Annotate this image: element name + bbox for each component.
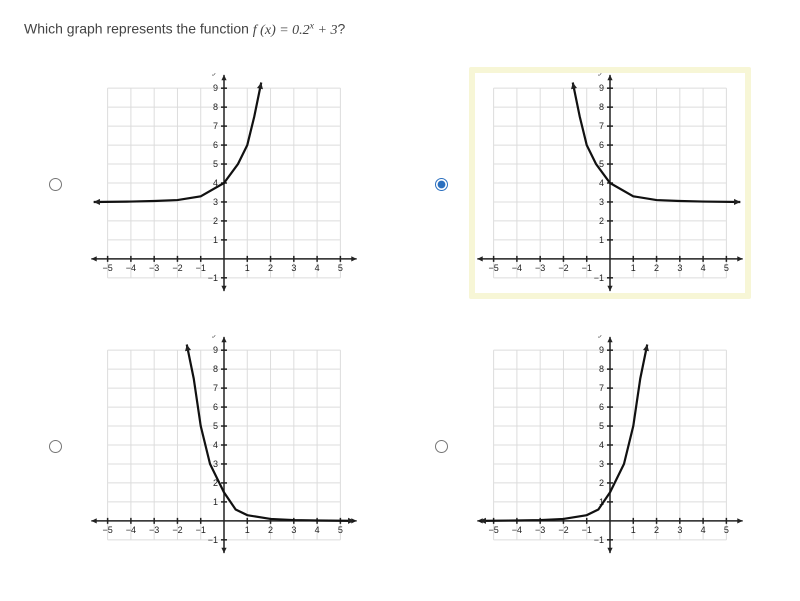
svg-text:y: y (598, 73, 604, 76)
svg-text:−5: −5 (488, 263, 498, 273)
svg-text:1: 1 (213, 235, 218, 245)
svg-text:6: 6 (213, 402, 218, 412)
svg-text:−4: −4 (126, 525, 136, 535)
svg-text:8: 8 (213, 102, 218, 112)
svg-text:−3: −3 (535, 525, 545, 535)
svg-text:−4: −4 (126, 263, 136, 273)
svg-text:5: 5 (338, 525, 343, 535)
svg-text:−1: −1 (196, 263, 206, 273)
question-function: f (x) = 0.2x + 3 (253, 23, 338, 38)
svg-text:3: 3 (213, 459, 218, 469)
svg-text:−1: −1 (594, 272, 604, 282)
svg-text:2: 2 (213, 216, 218, 226)
svg-text:−1: −1 (208, 534, 218, 544)
svg-text:−4: −4 (512, 263, 522, 273)
svg-text:3: 3 (599, 197, 604, 207)
svg-text:−1: −1 (196, 525, 206, 535)
radio-opt-a[interactable] (49, 178, 62, 191)
svg-text:6: 6 (599, 402, 604, 412)
svg-text:5: 5 (213, 159, 218, 169)
svg-text:3: 3 (677, 525, 682, 535)
svg-text:7: 7 (213, 383, 218, 393)
svg-text:1: 1 (631, 263, 636, 273)
svg-text:−2: −2 (172, 525, 182, 535)
svg-text:−1: −1 (582, 525, 592, 535)
svg-text:2: 2 (268, 525, 273, 535)
svg-text:1: 1 (631, 525, 636, 535)
svg-text:−3: −3 (149, 263, 159, 273)
svg-text:2: 2 (654, 263, 659, 273)
svg-text:9: 9 (213, 345, 218, 355)
options-grid: −5−4−3−2−112345−1123456789xy−5−4−3−2−112… (24, 67, 776, 561)
option-opt-c: −5−4−3−2−112345−1123456789xy (44, 329, 390, 561)
svg-text:1: 1 (599, 235, 604, 245)
svg-text:5: 5 (724, 525, 729, 535)
svg-text:2: 2 (599, 478, 604, 488)
svg-text:9: 9 (599, 83, 604, 93)
svg-text:3: 3 (599, 459, 604, 469)
svg-text:5: 5 (338, 263, 343, 273)
svg-text:5: 5 (724, 263, 729, 273)
svg-text:2: 2 (268, 263, 273, 273)
option-opt-d: −5−4−3−2−112345−1123456789xy (430, 329, 776, 561)
svg-text:8: 8 (599, 102, 604, 112)
graph-opt-d[interactable]: −5−4−3−2−112345−1123456789xy (469, 329, 751, 561)
svg-text:7: 7 (599, 121, 604, 131)
svg-text:−3: −3 (535, 263, 545, 273)
svg-text:3: 3 (213, 197, 218, 207)
question-prefix: Which graph represents the function (24, 21, 253, 37)
svg-text:8: 8 (213, 364, 218, 374)
svg-text:4: 4 (599, 178, 604, 188)
svg-text:−1: −1 (208, 272, 218, 282)
question-text: Which graph represents the function f (x… (24, 20, 776, 39)
option-opt-b: −5−4−3−2−112345−1123456789xy (430, 67, 776, 299)
svg-text:9: 9 (599, 345, 604, 355)
svg-text:4: 4 (701, 525, 706, 535)
option-opt-a: −5−4−3−2−112345−1123456789xy (44, 67, 390, 299)
svg-text:8: 8 (599, 364, 604, 374)
svg-text:4: 4 (213, 440, 218, 450)
radio-opt-b[interactable] (435, 178, 448, 191)
graph-opt-b[interactable]: −5−4−3−2−112345−1123456789xy (469, 67, 751, 299)
svg-text:1: 1 (245, 525, 250, 535)
svg-text:y: y (212, 73, 218, 76)
svg-text:−2: −2 (172, 263, 182, 273)
graph-opt-a[interactable]: −5−4−3−2−112345−1123456789xy (83, 67, 365, 299)
graph-opt-c[interactable]: −5−4−3−2−112345−1123456789xy (83, 329, 365, 561)
svg-text:−5: −5 (102, 263, 112, 273)
svg-text:−5: −5 (102, 525, 112, 535)
svg-text:−5: −5 (488, 525, 498, 535)
svg-text:4: 4 (599, 440, 604, 450)
svg-text:2: 2 (654, 525, 659, 535)
svg-text:9: 9 (213, 83, 218, 93)
svg-text:5: 5 (213, 421, 218, 431)
svg-text:5: 5 (599, 421, 604, 431)
svg-text:1: 1 (245, 263, 250, 273)
svg-text:7: 7 (599, 383, 604, 393)
svg-text:3: 3 (291, 525, 296, 535)
svg-text:−3: −3 (149, 525, 159, 535)
svg-text:−2: −2 (558, 263, 568, 273)
svg-text:4: 4 (701, 263, 706, 273)
svg-text:−1: −1 (594, 534, 604, 544)
svg-text:3: 3 (677, 263, 682, 273)
svg-text:7: 7 (213, 121, 218, 131)
svg-text:6: 6 (213, 140, 218, 150)
svg-text:−4: −4 (512, 525, 522, 535)
radio-opt-d[interactable] (435, 440, 448, 453)
svg-text:6: 6 (599, 140, 604, 150)
radio-opt-c[interactable] (49, 440, 62, 453)
svg-text:y: y (598, 335, 604, 338)
svg-text:−2: −2 (558, 525, 568, 535)
svg-text:3: 3 (291, 263, 296, 273)
svg-text:y: y (212, 335, 218, 338)
svg-text:4: 4 (315, 263, 320, 273)
svg-text:2: 2 (599, 216, 604, 226)
svg-text:4: 4 (315, 525, 320, 535)
svg-text:1: 1 (213, 497, 218, 507)
svg-text:−1: −1 (582, 263, 592, 273)
